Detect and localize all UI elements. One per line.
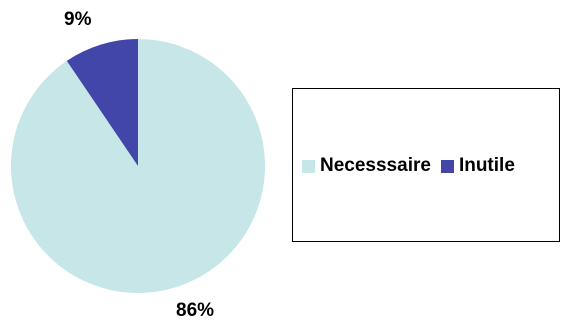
legend-swatch-inutile	[440, 159, 454, 173]
legend-item-necessaire: Necesssaire	[302, 155, 431, 177]
legend: Necesssaire Inutile	[292, 88, 560, 242]
slice-label-inutile: 9%	[64, 9, 92, 30]
legend-swatch-necessaire	[302, 159, 315, 173]
legend-item-inutile: Inutile	[440, 155, 515, 177]
legend-label-necessaire: Necesssaire	[320, 155, 431, 176]
legend-label-inutile: Inutile	[458, 155, 515, 176]
pie-slice-inutile	[66, 39, 138, 166]
slice-label-necessaire: 86%	[176, 300, 215, 321]
